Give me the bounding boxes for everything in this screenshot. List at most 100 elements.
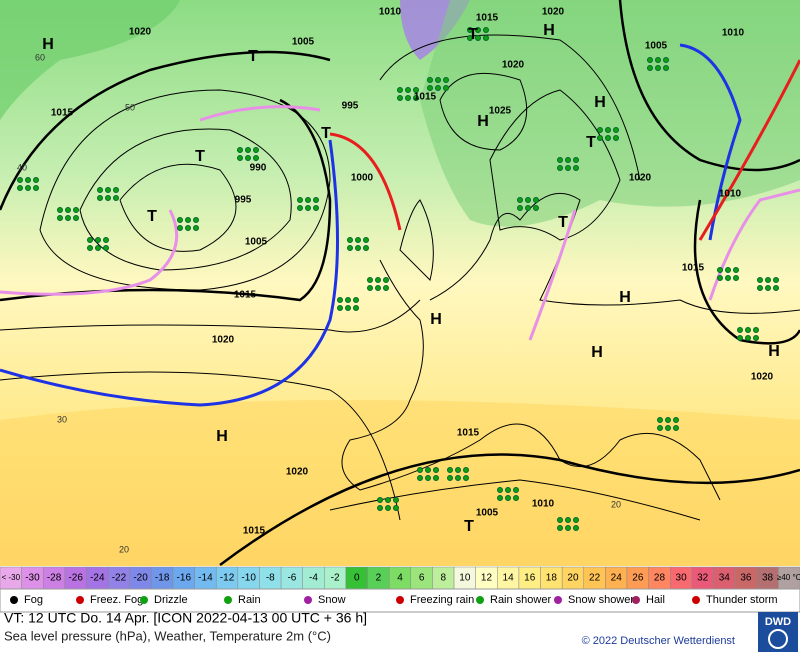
- rain-dot: [605, 135, 611, 141]
- rain-dot: [497, 495, 503, 501]
- rain-dot: [397, 87, 403, 93]
- temperature-scale: < -30 -30 -28 -26 -24 -22 -20 -18 -16 -14 -12 -10 -8…: [0, 566, 800, 590]
- rain-dot: [443, 77, 449, 83]
- rain-dot: [377, 497, 383, 503]
- rain-dot: [757, 277, 763, 283]
- weather-icon: [692, 596, 700, 604]
- rain-dot: [737, 335, 743, 341]
- isobar-label: 1000: [351, 173, 374, 184]
- scale-label: 34: [719, 573, 731, 584]
- rain-dot: [733, 275, 739, 281]
- scale-label: -30: [25, 573, 40, 584]
- rain-dot: [673, 425, 679, 431]
- scale-label: -12: [220, 573, 235, 584]
- rain-dot: [383, 277, 389, 283]
- rain-dot: [533, 197, 539, 203]
- rain-dot: [245, 147, 251, 153]
- scale-label: 38: [762, 573, 774, 584]
- rain-dot: [297, 205, 303, 211]
- weather-label: Drizzle: [154, 594, 188, 606]
- scale-label: 30: [676, 573, 688, 584]
- isobar-label: 995: [342, 101, 359, 112]
- isobar-label: 1015: [414, 92, 437, 103]
- scale-label: 14: [503, 573, 515, 584]
- scale-label: 32: [697, 573, 709, 584]
- rain-dot: [355, 237, 361, 243]
- isobar-label: 1005: [476, 508, 499, 519]
- rain-dot: [673, 417, 679, 423]
- rain-dot: [305, 197, 311, 203]
- rain-dot: [95, 237, 101, 243]
- pressure-center: H: [477, 113, 489, 130]
- rain-dot: [513, 487, 519, 493]
- rain-dot: [367, 277, 373, 283]
- rain-dot: [725, 275, 731, 281]
- rain-dot: [377, 505, 383, 511]
- rain-dot: [557, 517, 563, 523]
- rain-dot: [305, 205, 311, 211]
- isobar-label: 1020: [129, 27, 152, 38]
- pressure-center: T: [468, 26, 478, 43]
- rain-dot: [405, 87, 411, 93]
- weather-label: Rain: [238, 594, 261, 606]
- pressure-center: T: [321, 125, 331, 142]
- rain-dot: [505, 495, 511, 501]
- rain-dot: [467, 27, 473, 33]
- rain-dot: [105, 195, 111, 201]
- weather-label: Freez. Fog: [90, 594, 143, 606]
- rain-dot: [573, 165, 579, 171]
- rain-dot: [105, 187, 111, 193]
- isobar-label: 1020: [629, 173, 652, 184]
- rain-dot: [757, 285, 763, 291]
- rain-dot: [557, 157, 563, 163]
- rain-dot: [597, 135, 603, 141]
- isobar-label: 1005: [245, 237, 268, 248]
- rain-dot: [385, 497, 391, 503]
- isobar-label: 1005: [645, 41, 668, 52]
- weather-label: Rain shower: [490, 594, 551, 606]
- logo-box: [758, 612, 798, 652]
- pressure-center: T: [464, 518, 474, 535]
- weather-label: Hail: [646, 594, 665, 606]
- rain-dot: [87, 237, 93, 243]
- scale-label: 20: [567, 573, 579, 584]
- rain-dot: [337, 305, 343, 311]
- scale-label: 6: [419, 573, 425, 584]
- pressure-center: T: [147, 208, 157, 225]
- rain-dot: [347, 245, 353, 251]
- scale-label: -20: [133, 573, 148, 584]
- rain-dot: [237, 155, 243, 161]
- isobar-label: 1010: [722, 28, 745, 39]
- rain-dot: [57, 207, 63, 213]
- scale-label: 12: [481, 573, 493, 584]
- temperature-label: 30: [57, 414, 67, 424]
- rain-dot: [393, 505, 399, 511]
- rain-dot: [185, 217, 191, 223]
- rain-dot: [425, 467, 431, 473]
- copyright: © 2022 Deutscher Wetterdienst: [582, 635, 735, 647]
- weather-icon: [10, 596, 18, 604]
- rain-dot: [405, 95, 411, 101]
- isobar-label: 1020: [751, 372, 774, 383]
- scale-label: 28: [654, 573, 666, 584]
- rain-dot: [25, 177, 31, 183]
- isobar-label: 1020: [502, 60, 525, 71]
- pressure-center: H: [216, 428, 228, 445]
- temperature-label: 40: [17, 162, 27, 172]
- rain-dot: [665, 425, 671, 431]
- weather-icon: [396, 596, 404, 604]
- isobar-label: 1015: [243, 526, 266, 537]
- rain-dot: [345, 297, 351, 303]
- rain-dot: [427, 85, 433, 91]
- rain-dot: [565, 517, 571, 523]
- rain-dot: [363, 237, 369, 243]
- temperature-label: 20: [611, 499, 621, 509]
- rain-dot: [413, 95, 419, 101]
- rain-dot: [193, 225, 199, 231]
- rain-dot: [385, 505, 391, 511]
- rain-dot: [517, 197, 523, 203]
- scale-label: -18: [155, 573, 170, 584]
- valid-time: VT: 12 UTC Do. 14 Apr. [ICON 2022-04-13 …: [4, 610, 367, 626]
- weather-label: Snow: [318, 594, 346, 606]
- rain-dot: [505, 487, 511, 493]
